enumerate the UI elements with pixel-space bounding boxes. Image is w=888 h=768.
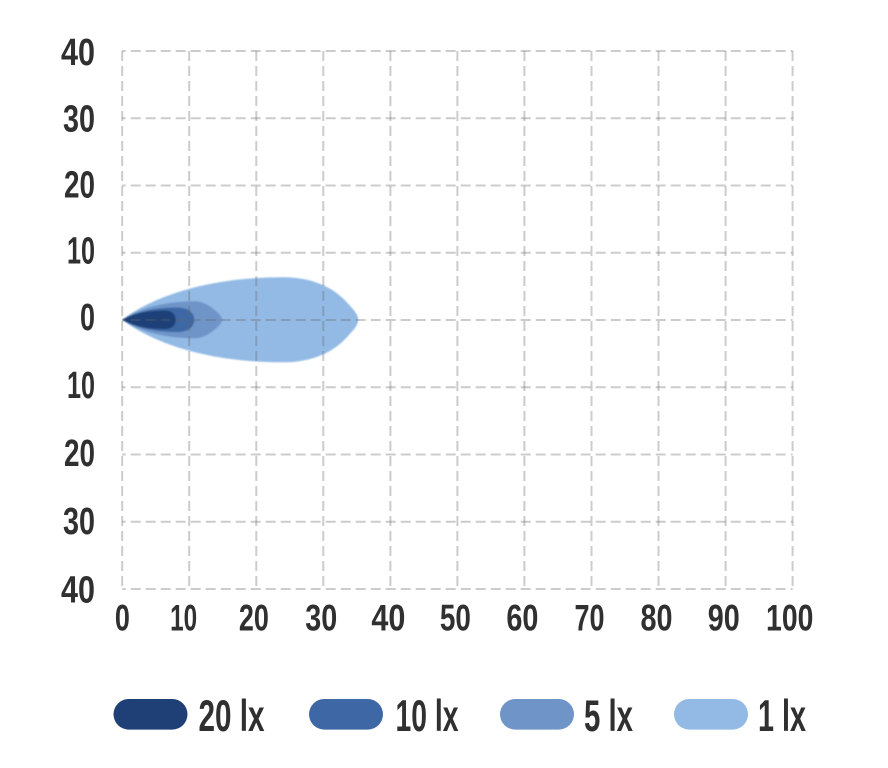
svg-text:1 lx: 1 lx xyxy=(758,692,806,741)
svg-text:20: 20 xyxy=(64,433,95,475)
svg-text:0: 0 xyxy=(80,297,95,339)
svg-text:10: 10 xyxy=(67,231,95,273)
svg-text:10: 10 xyxy=(67,365,95,407)
svg-text:30: 30 xyxy=(63,501,95,543)
svg-text:30: 30 xyxy=(305,598,337,639)
svg-text:30: 30 xyxy=(63,98,95,140)
svg-text:10 lx: 10 lx xyxy=(396,692,459,741)
svg-text:5 lx: 5 lx xyxy=(584,692,633,741)
svg-text:20: 20 xyxy=(64,165,95,207)
svg-text:50: 50 xyxy=(440,598,471,639)
svg-text:100: 100 xyxy=(766,598,813,639)
svg-text:40: 40 xyxy=(61,32,95,74)
svg-text:80: 80 xyxy=(641,598,673,639)
svg-text:40: 40 xyxy=(371,598,405,639)
svg-text:20 lx: 20 lx xyxy=(199,692,265,741)
svg-text:70: 70 xyxy=(575,598,605,639)
svg-text:90: 90 xyxy=(708,598,740,639)
svg-text:10: 10 xyxy=(170,598,197,639)
svg-text:60: 60 xyxy=(506,598,538,639)
svg-text:0: 0 xyxy=(115,598,130,639)
svg-text:40: 40 xyxy=(61,569,95,611)
svg-text:20: 20 xyxy=(239,598,269,639)
